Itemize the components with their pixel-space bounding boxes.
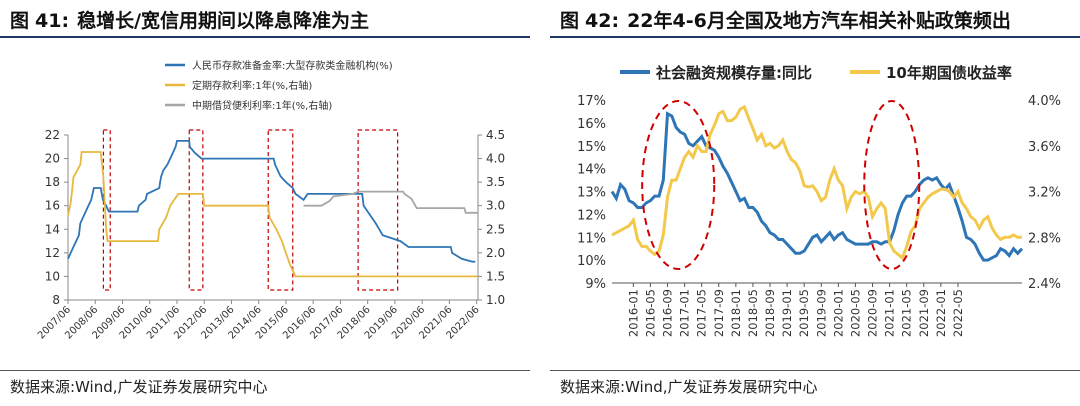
y-tick-label-right: 1.0 [486,293,505,307]
series-line [610,111,1024,262]
y-tick-label-left: 20 [45,152,60,166]
social-financing-chart: 9% 10% 11% 12% 13% 14% 15% 16% 17% 2.4% 2.8% 3.2% 3.… [577,64,1061,337]
y-tick-label-left: 10% [577,254,606,269]
source-note: 数据来源:Wind,广发证券发展研究中心 [10,378,268,396]
x-tick-label: 2016-01 [626,289,640,337]
source-note: 数据来源:Wind,广发证券发展研究中心 [560,378,818,396]
x-tick-label: 2018-09 [763,289,777,337]
x-tick-label: 2019-05 [797,289,811,337]
x-tick-label: 2022-05 [951,289,965,337]
highlight-box [102,129,111,291]
y-tick-label-left: 14 [45,222,60,236]
x-tick-label: 2019-09 [814,289,828,337]
series-line [303,190,478,214]
title-rule [550,36,1080,38]
y-tick-label-left: 12% [577,208,606,223]
y-tick-label-left: 18 [45,175,60,189]
y-tick-label-left: 8 [52,293,60,307]
figure-42-title: 图 42: 22年4-6月全国及地方汽车相关补贴政策频出 [560,6,1011,33]
y-tick-label-left: 16% [577,117,606,132]
y-tick-label-right: 3.0 [486,199,505,213]
y-tick-label-right: 4.5 [486,128,505,142]
figure-number: 42: [585,10,620,32]
x-tick-label: 2018-01 [729,289,743,337]
y-tick-label-left: 17% [577,94,606,109]
figure-number: 41: [35,10,70,32]
highlight-box [357,129,399,291]
y-tick-label-left: 16 [45,199,60,213]
series-line [67,151,478,278]
x-tick-label: 2021-09 [917,289,931,337]
y-tick-label-right: 4.0% [1028,94,1061,109]
y-tick-label-right: 3.2% [1028,186,1061,201]
y-tick-label-left: 10 [45,269,60,283]
y-tick-label-right: 4.0 [486,152,505,166]
highlight-ellipse [863,100,921,270]
y-tick-label-right: 2.5 [486,222,505,236]
x-tick-label: 2017-01 [678,289,692,337]
y-tick-label-left: 14% [577,163,606,178]
y-tick-label-left: 15% [577,140,606,155]
figure-label: 图 [10,10,30,32]
y-tick-label-left: 22 [45,128,60,142]
source-rule [0,370,530,371]
x-tick-label: 2018-05 [746,289,760,337]
x-tick-label: 2021-01 [883,289,897,337]
title-rule [0,36,530,38]
y-tick-label-right: 3.5 [486,175,505,189]
reserve-ratio-chart: 8101214161820221.01.52.02.53.03.54.04.52… [36,59,505,341]
figure-41-title: 图 41: 稳增长/宽信用期间以降息降准为主 [10,6,369,33]
x-tick-label: 2017-09 [712,289,726,337]
x-tick-label: 2021-05 [900,289,914,337]
y-tick-label-right: 2.8% [1028,231,1061,246]
x-tick-label: 2020-01 [831,289,845,337]
legend-label: 中期借贷便利利率:1年(%,右轴) [192,99,332,112]
series-line [67,140,476,263]
legend-label: 10年期国债收益率 [886,64,1012,82]
figure-title-text: 稳增长/宽信用期间以降息降准为主 [77,10,370,32]
source-rule [550,370,1080,371]
figure-label: 图 [560,10,580,32]
right-figure: 图 42: 22年4-6月全国及地方汽车相关补贴政策频出 9% 10% 11% 12% 13… [550,0,1080,406]
y-tick-label-right: 2.4% [1028,277,1061,292]
highlight-box [267,129,294,291]
legend-label: 社会融资规模存量:同比 [655,64,812,82]
highlight-ellipse [641,100,716,270]
left-figure: 图 41: 稳增长/宽信用期间以降息降准为主 8 10 12 14 16 18 20 22 1.0 1… [0,0,530,406]
y-tick-label-left: 11% [577,231,606,246]
y-tick-label-left: 12 [45,246,60,260]
y-tick-label-right: 1.5 [486,269,505,283]
x-tick-label: 2020-09 [866,289,880,337]
legend-label: 人民币存款准备金率:大型存款类金融机构(%) [192,59,393,72]
figure-title-text: 22年4-6月全国及地方汽车相关补贴政策频出 [627,10,1011,32]
legend-label: 定期存款利率:1年(%,右轴) [192,79,312,92]
x-tick-label: 2022-01 [934,289,948,337]
x-tick-label: 2017-05 [695,289,709,337]
x-tick-label: 2020-05 [848,289,862,337]
y-tick-label-left: 9% [585,277,606,292]
y-tick-label-right: 3.6% [1028,140,1061,155]
x-tick-label: 2019-01 [780,289,794,337]
highlight-box [188,129,204,291]
y-tick-label-left: 13% [577,186,606,201]
x-tick-label: 2016-05 [643,289,657,337]
series-line [611,104,1022,261]
y-tick-label-right: 2.0 [486,246,505,260]
x-tick-label: 2016-09 [661,289,675,337]
